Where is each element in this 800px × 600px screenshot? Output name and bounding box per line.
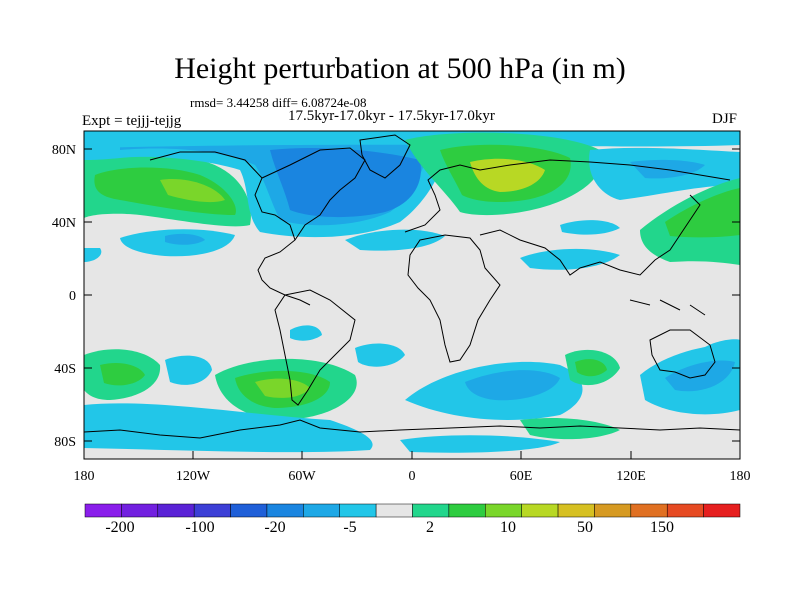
lat-label-80n: 80N xyxy=(52,143,76,158)
period-label: 17.5kyr-17.0kyr - 17.5kyr-17.0kyr xyxy=(288,108,495,124)
colorbar-labels: -200 -100 -20 -5 2 10 50 150 xyxy=(105,519,674,536)
lat-label-40n: 40N xyxy=(52,216,76,231)
colorbar-swatch xyxy=(703,503,741,518)
lon-label-0: 0 xyxy=(409,469,416,484)
lat-label-40s: 40S xyxy=(54,362,76,377)
australia-coast xyxy=(649,329,716,379)
pac-west-patch xyxy=(84,248,102,262)
sh-west-high-core xyxy=(100,363,145,386)
colorbar-swatch xyxy=(193,503,231,518)
colorbar-swatch xyxy=(121,503,159,518)
satl-sub-low xyxy=(355,343,405,367)
antarctica-coast xyxy=(84,419,740,439)
africa-coast xyxy=(407,234,501,363)
colorbar-swatch xyxy=(521,503,559,518)
natl-low-core xyxy=(270,148,421,218)
cb-label-neg100: -100 xyxy=(185,519,214,536)
cb-label-2: 2 xyxy=(426,519,434,536)
south-america-coast xyxy=(274,289,356,406)
north-america-coast xyxy=(149,147,366,306)
cb-label-neg5: -5 xyxy=(343,519,356,536)
colorbar-swatch xyxy=(375,503,413,518)
sh-fields xyxy=(84,325,740,453)
wpac-high-core xyxy=(665,188,740,238)
sh-band-low xyxy=(84,403,373,453)
npac-high-core xyxy=(160,179,225,203)
eurasia-high-core xyxy=(470,158,545,192)
islands-indonesia xyxy=(629,299,706,316)
lon-label-60e: 60E xyxy=(510,469,533,484)
eurasia-coast xyxy=(404,159,731,276)
east-pac-sub-low xyxy=(290,325,322,341)
satl-high-core xyxy=(255,378,310,398)
sio-low-core xyxy=(465,370,560,401)
map-panel xyxy=(84,131,740,459)
colorbar-swatch xyxy=(630,503,668,518)
lon-labels: 180 120W 60W 0 60E 120E 180 xyxy=(74,469,751,484)
sh-pac-low xyxy=(165,355,212,385)
lon-label-180w: 180 xyxy=(74,469,95,484)
sio-high-core xyxy=(575,359,607,377)
lat-label-80s: 80S xyxy=(54,435,76,450)
colorbar xyxy=(84,503,741,518)
antarctic-high xyxy=(520,418,620,440)
lat-labels: 80N 40N 0 40S 80S xyxy=(52,143,76,450)
antarctic-south-low xyxy=(400,435,560,453)
greenland-coast xyxy=(359,134,411,179)
cb-label-neg200: -200 xyxy=(105,519,134,536)
lon-label-120e: 120E xyxy=(616,469,646,484)
colorbar-swatch xyxy=(84,503,122,518)
npac-sub-low-core xyxy=(165,233,205,245)
cb-label-50: 50 xyxy=(577,519,593,536)
figure-title: Height perturbation at 500 hPa (in m) xyxy=(174,52,626,85)
experiment-label: Expt = tejjj-tejjg xyxy=(82,113,182,129)
nh-fields xyxy=(84,131,740,270)
colorbar-swatch xyxy=(594,503,632,518)
colorbar-swatch xyxy=(412,503,450,518)
stats-label: rmsd= 3.44258 diff= 6.08724e-08 xyxy=(190,95,367,110)
colorbar-swatch xyxy=(266,503,304,518)
season-label: DJF xyxy=(712,111,738,127)
coastlines xyxy=(84,134,740,439)
lon-label-120w: 120W xyxy=(176,469,211,484)
mideast-low xyxy=(520,248,620,270)
lat-label-0: 0 xyxy=(69,289,76,304)
lon-label-60w: 60W xyxy=(288,469,316,484)
india-low xyxy=(560,220,620,235)
siberia-low-core xyxy=(630,159,705,179)
lon-label-180e: 180 xyxy=(730,469,751,484)
colorbar-swatch xyxy=(339,503,377,518)
colorbar-swatch xyxy=(157,503,195,518)
atl-sub-low xyxy=(345,229,445,251)
colorbar-swatch xyxy=(666,503,704,518)
cb-label-150: 150 xyxy=(650,519,674,536)
cb-label-neg20: -20 xyxy=(264,519,285,536)
colorbar-swatch xyxy=(557,503,595,518)
npac-high-mid xyxy=(94,167,236,215)
colorbar-swatch xyxy=(448,503,486,518)
colorbar-swatch xyxy=(230,503,268,518)
axis-ticks xyxy=(84,148,740,459)
cb-label-10: 10 xyxy=(500,519,516,536)
aus-north-patch xyxy=(700,339,740,358)
colorbar-swatch xyxy=(485,503,522,518)
colorbar-swatch xyxy=(303,503,340,518)
